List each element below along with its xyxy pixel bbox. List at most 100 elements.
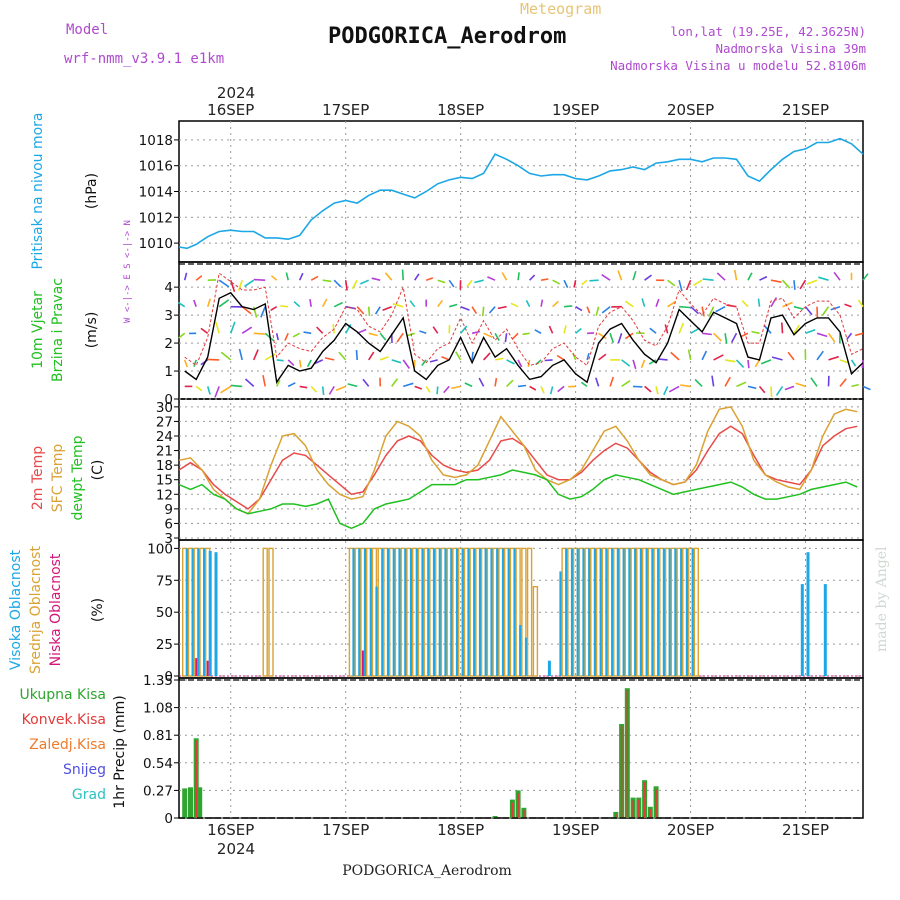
panel-frame-5 <box>178 677 864 819</box>
wind-gust-line <box>184 272 864 367</box>
y-tick-label: 9 <box>164 502 173 518</box>
wind-direction-arrow <box>757 298 761 307</box>
wind-direction-arrow <box>284 332 289 341</box>
cloud-bar-mid <box>693 547 699 677</box>
wind-direction-arrow <box>425 385 431 393</box>
precip-legend-item: Ukupna Kisa <box>19 687 106 703</box>
wind-direction-arrow <box>292 332 301 338</box>
wind-direction-arrow <box>310 275 319 281</box>
cloud-bar-high <box>208 550 212 676</box>
wind-direction-arrow <box>685 279 692 291</box>
cloud-bar-high <box>191 548 195 676</box>
wind-direction-arrow <box>601 306 611 314</box>
wind-direction-arrow <box>667 301 676 308</box>
wind-direction-arrow <box>793 305 804 310</box>
cloud-bar-high <box>800 584 804 676</box>
wind-direction-arrow <box>795 382 806 388</box>
cloud-bar-high <box>651 548 655 676</box>
precip-bar-total <box>197 787 203 818</box>
wind-direction-arrow <box>799 279 807 290</box>
y-tick-label: 0 <box>164 669 173 685</box>
precip-axis-title: 1hr Precip (mm) <box>112 695 128 808</box>
wind-direction-arrow <box>429 359 438 363</box>
y-tick-label: 1010 <box>139 236 173 252</box>
x-tick-label-top: 17SEP <box>322 101 369 119</box>
cloud-bar-high <box>657 548 661 676</box>
wind-direction-arrow <box>581 279 588 286</box>
wind-direction-arrow <box>195 275 203 281</box>
wind-direction-arrow <box>506 379 514 387</box>
wind-direction-arrow <box>392 303 404 308</box>
wind-direction-arrow <box>586 306 591 314</box>
wind-direction-arrow <box>770 386 773 398</box>
cloud-bar-high <box>369 548 373 676</box>
wind-direction-arrow <box>362 378 370 387</box>
wind-direction-arrow <box>754 359 761 368</box>
x-tick-label-bottom: 19SEP <box>552 821 599 839</box>
wind-direction-arrow <box>474 279 484 284</box>
wind-direction-arrow <box>644 385 652 393</box>
wind-direction-arrow <box>324 357 335 361</box>
wind-direction-arrow <box>655 386 659 395</box>
cloud-bar-high <box>806 552 810 676</box>
wind-direction-arrow <box>575 327 582 334</box>
cloud-bar-high <box>455 548 459 676</box>
wind-direction-arrow <box>715 305 726 313</box>
wind-direction-arrow <box>818 276 829 281</box>
wind-direction-arrow <box>437 279 446 284</box>
wind-direction-arrow <box>285 272 289 281</box>
meteogram-label: Meteogram <box>520 0 601 18</box>
wind-direction-arrow <box>693 279 703 286</box>
wind-direction-arrow <box>670 351 680 361</box>
wind-direction-arrow <box>716 272 726 281</box>
wind-direction-arrow <box>280 305 289 308</box>
wind-direction-arrow <box>529 274 536 281</box>
wind-direction-arrow <box>306 359 312 368</box>
wind-direction-arrow <box>391 359 402 364</box>
cloud-bar-mid <box>515 547 521 677</box>
wind-direction-arrow <box>641 298 646 307</box>
wind-direction-arrow <box>332 323 335 334</box>
cloud-bar-high <box>386 548 390 676</box>
wind-direction-arrow <box>648 359 657 365</box>
cloud-bar-high <box>622 548 626 676</box>
wind-direction-arrow <box>586 352 590 361</box>
cloud-bar-high <box>823 584 827 676</box>
wind-direction-arrow <box>483 352 491 361</box>
wind-direction-arrow <box>368 332 378 337</box>
tick-labels: 16SEP 16SEP 17SEP 17SEP 18SEP 18SEP 19SEP 19SEP… <box>139 101 829 839</box>
wind-direction-arrow <box>806 279 818 285</box>
wind-direction-arrow <box>667 279 676 287</box>
wind-direction-arrow <box>724 376 731 387</box>
cloud-bar-high <box>645 548 649 676</box>
wind-direction-arrow <box>321 298 328 308</box>
wind-direction-arrow <box>816 350 824 361</box>
wind-direction-arrow <box>494 377 498 387</box>
wind-direction-arrow <box>471 351 474 360</box>
wind-direction-arrow <box>414 273 420 281</box>
wind-direction-arrow <box>621 379 631 388</box>
wind-direction-arrow <box>724 333 728 344</box>
wind-axis-title-line1: 10m Vjetar <box>30 291 46 369</box>
wind-direction-arrow <box>260 306 266 318</box>
wind-direction-arrow <box>658 358 668 361</box>
wind-direction-arrow <box>347 383 358 388</box>
wind-direction-arrow <box>425 277 434 281</box>
cloud-bar-high <box>438 548 442 676</box>
wind-direction-arrow <box>663 386 669 396</box>
cloud-bar-high <box>467 548 471 676</box>
wind-direction-arrow <box>844 303 852 308</box>
pressure-series-line <box>178 137 864 250</box>
wind-direction-arrow <box>632 270 637 281</box>
cloud-bar-high <box>668 548 672 676</box>
y-tick-label: 50 <box>156 605 173 621</box>
cloud-unit-label: (%) <box>90 598 106 622</box>
cloud-bar-high <box>358 548 362 676</box>
precip-bar-convective <box>638 799 640 818</box>
wind-direction-arrow <box>862 385 871 391</box>
x-tick-label-bottom: 17SEP <box>322 821 369 839</box>
wind-direction-arrow <box>862 273 869 281</box>
y-tick-label: 1016 <box>139 159 173 175</box>
wind-direction-arrow <box>625 300 634 308</box>
precip-legend-item: Grad <box>72 787 106 803</box>
